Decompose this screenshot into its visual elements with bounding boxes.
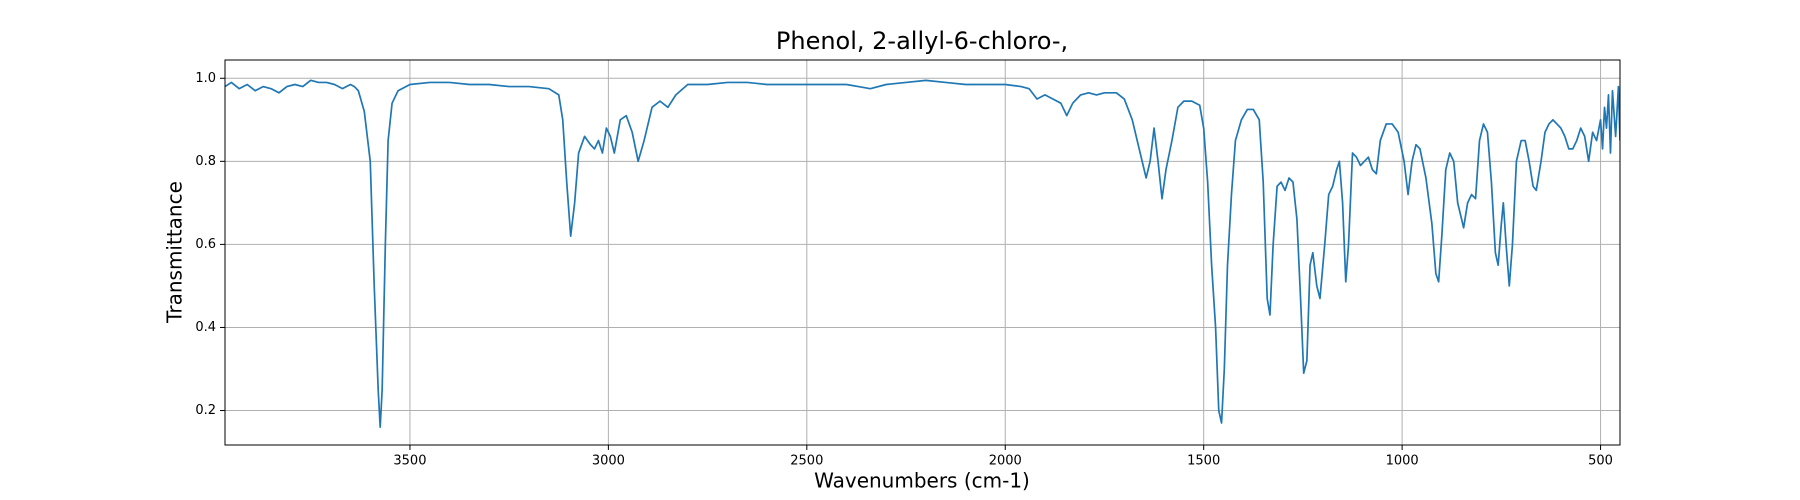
chart-title: Phenol, 2-allyl-6-chloro-, [776,27,1068,55]
x-tick-label: 1500 [1187,454,1220,469]
y-tick-label: 0.8 [195,154,216,169]
y-tick-label: 1.0 [195,71,216,86]
y-tick-label: 0.4 [195,320,216,335]
spectrum-line [225,79,1620,428]
y-tick-label: 0.2 [195,403,216,418]
x-tick-label: 3500 [393,454,426,469]
y-axis-label: Transmittance [163,181,187,324]
x-tick-label: 2000 [989,454,1022,469]
x-axis-label: Wavenumbers (cm-1) [814,469,1030,493]
plot-frame [224,59,1621,446]
x-tick-label: 1000 [1386,454,1419,469]
y-tick-label: 0.6 [195,237,216,252]
x-tick-label: 3000 [592,454,625,469]
x-tick-label: 500 [1588,454,1613,469]
x-tick-label: 2500 [790,454,823,469]
